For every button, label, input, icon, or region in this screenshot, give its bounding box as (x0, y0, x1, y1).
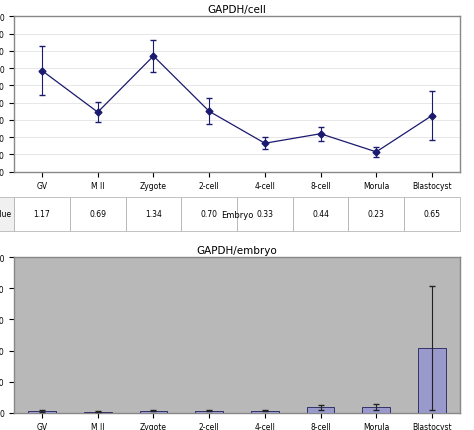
Title: GAPDH/cell: GAPDH/cell (208, 5, 266, 15)
Title: GAPDH/embryo: GAPDH/embryo (197, 246, 277, 255)
Bar (418, 348, 446, 413)
Bar (362, 407, 390, 413)
Bar (84, 412, 112, 413)
Bar (139, 411, 167, 413)
X-axis label: Embryo: Embryo (221, 210, 253, 219)
Bar (195, 411, 223, 413)
Bar (28, 411, 56, 413)
Bar (307, 407, 335, 413)
Bar (251, 411, 279, 413)
